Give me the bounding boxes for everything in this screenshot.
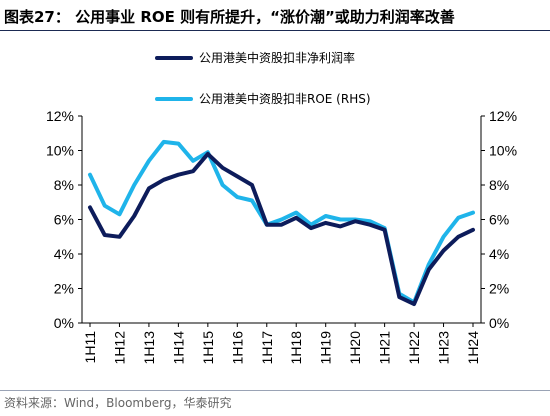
right-y-tick-label: 10% <box>489 143 517 159</box>
x-tick-label: 1H17 <box>259 331 275 365</box>
x-tick-label: 1H23 <box>436 331 452 365</box>
right-y-tick-label: 6% <box>489 212 509 228</box>
x-tick-label: 1H18 <box>288 331 304 365</box>
x-tick-label: 1H13 <box>141 331 157 365</box>
legend-swatch-roe <box>155 96 193 101</box>
figure-title: 图表27： 公用事业 ROE 则有所提升，“涨价潮”或助力利润率改善 <box>4 8 455 26</box>
x-tick-label: 1H22 <box>406 331 422 365</box>
right-y-tick-label: 2% <box>489 281 509 297</box>
left-y-tick-label: 0% <box>54 315 74 331</box>
left-y-tick-label: 10% <box>46 143 74 159</box>
x-tick-label: 1H14 <box>170 331 186 365</box>
legend-label-roe: 公用港美中资股扣非ROE (RHS) <box>199 92 371 106</box>
title-divider <box>0 30 550 31</box>
left-y-tick-label: 4% <box>54 246 74 262</box>
legend-swatch-net-margin <box>155 55 193 60</box>
left-y-tick-label: 8% <box>54 177 74 193</box>
series-line-net-margin <box>88 151 475 306</box>
right-y-tick-label: 0% <box>489 315 509 331</box>
x-tick-label: 1H11 <box>82 331 98 364</box>
x-tick-label: 1H20 <box>347 331 363 365</box>
left-y-tick-label: 12% <box>46 108 74 124</box>
source-note: 资料来源：Wind，Bloomberg，华泰研究 <box>4 396 232 410</box>
x-tick-label: 1H21 <box>377 331 393 365</box>
right-y-tick-label: 12% <box>489 108 517 124</box>
x-tick-label: 1H19 <box>318 331 334 365</box>
left-y-tick-label: 2% <box>54 281 74 297</box>
legend-label-net-margin: 公用港美中资股扣非净利润率 <box>199 51 356 65</box>
legend-item-net-margin: 公用港美中资股扣非净利润率 <box>155 49 355 66</box>
legend-item-roe: 公用港美中资股扣非ROE (RHS) <box>155 90 371 107</box>
x-tick-label: 1H24 <box>465 331 481 365</box>
x-tick-label: 1H16 <box>229 331 245 365</box>
x-tick-label: 1H15 <box>200 331 216 365</box>
right-y-tick-label: 8% <box>489 177 509 193</box>
source-divider <box>0 390 550 391</box>
x-tick-label: 1H12 <box>111 331 127 365</box>
left-y-tick-label: 6% <box>54 212 74 228</box>
series-line-roe <box>88 139 475 305</box>
right-y-tick-label: 4% <box>489 246 509 262</box>
